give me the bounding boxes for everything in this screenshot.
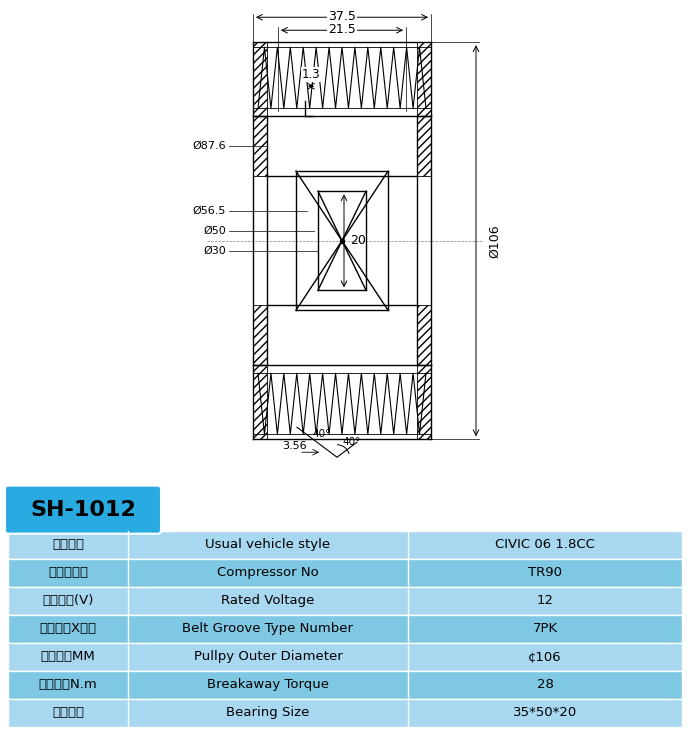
Text: TR90: TR90 [528,566,562,580]
Text: 常用车型: 常用车型 [52,538,84,551]
Text: 皮带槽数X根数: 皮带槽数X根数 [39,622,97,635]
Polygon shape [417,42,431,116]
Text: 有效外径MM: 有效外径MM [41,650,95,664]
Text: Usual vehicle style: Usual vehicle style [206,538,331,551]
Text: 21.5: 21.5 [328,23,356,36]
Text: CIVIC 06 1.8CC: CIVIC 06 1.8CC [495,538,595,551]
Text: 轴承规格: 轴承规格 [52,707,84,719]
Text: Belt Groove Type Number: Belt Groove Type Number [182,622,353,635]
Bar [8,530,682,559]
Polygon shape [417,305,431,365]
Polygon shape [253,116,267,176]
Bar [8,559,682,587]
Bar [8,699,682,727]
Text: 40°: 40° [342,437,360,447]
Text: SH-1012: SH-1012 [30,500,136,519]
Text: 7PK: 7PK [533,622,558,635]
Text: Ø56.5: Ø56.5 [193,206,226,216]
Text: 3.56: 3.56 [282,441,306,452]
Bar [8,587,682,615]
Text: Ø106: Ø106 [488,224,501,257]
Text: 额定电压(V): 额定电压(V) [42,594,94,607]
Text: 脱离扔距N.m: 脱离扔距N.m [39,679,97,691]
Text: 12: 12 [537,594,553,607]
Text: 1.3: 1.3 [302,68,320,81]
Bar [8,615,682,643]
Bar [8,671,682,699]
Text: Ø50: Ø50 [204,225,226,236]
Polygon shape [417,365,431,439]
Text: Ø87.6: Ø87.6 [193,141,226,151]
Text: Compressor No: Compressor No [217,566,319,580]
Polygon shape [253,305,267,365]
Polygon shape [253,365,267,439]
Text: Breakaway Torque: Breakaway Torque [207,679,329,691]
Text: 40°: 40° [312,429,331,439]
Text: Ø30: Ø30 [204,246,226,256]
Text: 压缩机型号: 压缩机型号 [48,566,88,580]
Text: 37.5: 37.5 [328,10,356,23]
Text: Bearing Size: Bearing Size [226,707,310,719]
Text: 20: 20 [350,234,366,247]
Text: 35*50*20: 35*50*20 [513,707,577,719]
Text: 28: 28 [537,679,553,691]
Text: ¢106: ¢106 [528,650,562,664]
Polygon shape [417,116,431,176]
Text: Rated Voltage: Rated Voltage [221,594,315,607]
Polygon shape [253,42,267,116]
FancyBboxPatch shape [5,486,161,533]
Bar [8,643,682,671]
Text: Pullpy Outer Diameter: Pullpy Outer Diameter [194,650,342,664]
